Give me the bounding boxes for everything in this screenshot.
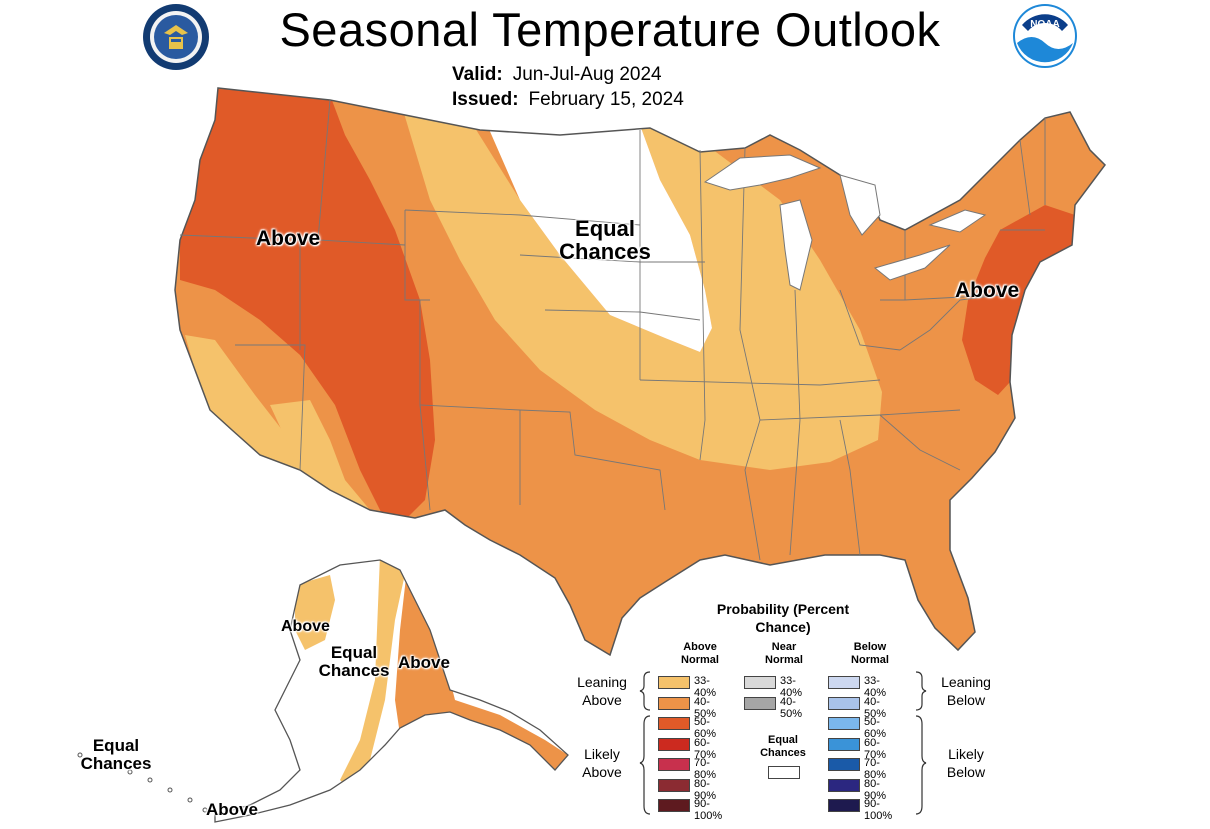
legend-above-swatch-label: 33-40% [694, 675, 717, 699]
commerce-seal-icon [143, 4, 209, 70]
legend-near-swatch-label: 40-50% [780, 695, 803, 720]
legend-leaning-above: Leaning Above [577, 674, 627, 708]
legend-likely-above: Likely Above [582, 746, 622, 780]
valid-value: Jun-Jul-Aug 2024 [512, 64, 662, 85]
label-central-equal: Equal Chances [559, 216, 651, 265]
legend-equal-chances: Equal Chances [760, 734, 806, 760]
legend-above-swatch-label: 40-50% [694, 695, 717, 720]
legend-above-swatch [658, 799, 690, 812]
legend-likely-below: Likely Below [946, 746, 986, 780]
noaa-logo-icon: NOAA [1013, 4, 1077, 68]
legend-below-swatch-label: 70-80% [864, 757, 887, 781]
legend-near-swatch [744, 676, 776, 689]
legend-above-swatch [658, 676, 690, 689]
legend-col-above: Above Normal [681, 641, 719, 667]
legend-title: Probability (Percent Chance) [716, 601, 850, 635]
issued-value: February 15, 2024 [528, 89, 684, 110]
legend-below-swatch-label: 50-60% [864, 716, 887, 740]
legend-below-swatch [828, 676, 860, 689]
legend-below-swatch-label: 33-40% [864, 675, 887, 699]
valid-label: Valid: [452, 64, 503, 85]
legend-col-below: Below Normal [851, 641, 889, 667]
issued-label: Issued: [452, 89, 519, 110]
legend-below-swatch-label: 80-90% [864, 777, 887, 802]
legend-leaning-below: Leaning Below [941, 674, 991, 708]
label-ak-equal: Equal Chances [318, 643, 390, 680]
aleutian-islands [77, 752, 208, 813]
legend-below-swatch [828, 737, 860, 751]
legend-below-swatch [828, 717, 860, 730]
page-title: Seasonal Temperature Outlook [279, 3, 941, 56]
legend-above-swatch [658, 717, 690, 730]
legend-below-swatch [828, 758, 860, 771]
legend-above-swatch [658, 778, 690, 792]
legend-above-swatch-label: 70-80% [694, 757, 717, 781]
valid-line: Valid: Jun-Jul-Aug 2024 [452, 64, 662, 86]
label-ak-above-west: Above [281, 618, 330, 635]
legend-below-swatch [828, 799, 860, 812]
legend-below-swatch-label: 90-100% [864, 798, 893, 822]
legend-below-swatch [828, 696, 860, 710]
noaa-text: NOAA [1030, 19, 1059, 30]
label-east-above: Above [955, 279, 1020, 302]
legend-above-swatch-label: 90-100% [694, 798, 723, 822]
issued-line: Issued: February 15, 2024 [452, 89, 684, 111]
legend-near-swatch-label: 33-40% [780, 675, 803, 699]
legend-below-swatch-label: 60-70% [864, 736, 887, 761]
legend-above-swatch-label: 80-90% [694, 777, 717, 802]
legend-below-swatch [828, 778, 860, 792]
legend-above-swatch-label: 50-60% [694, 716, 717, 740]
legend-above-swatch [658, 737, 690, 751]
legend-col-near: Near Normal [765, 641, 803, 667]
label-ak-equal-sw: Equal Chances [80, 736, 152, 773]
label-west-above: Above [256, 227, 321, 250]
legend-above-swatch [658, 758, 690, 771]
legend-below-swatch-label: 40-50% [864, 695, 887, 720]
legend-above-swatch-label: 60-70% [694, 736, 717, 761]
great-lakes [703, 154, 987, 291]
swatch-equal-chances [768, 766, 800, 779]
state-borders [179, 99, 1046, 561]
legend-near-swatch [744, 696, 776, 710]
label-ak-above-bottom: Above [206, 800, 258, 819]
legend-above-swatch [658, 696, 690, 710]
label-ak-above-east: Above [398, 653, 450, 672]
